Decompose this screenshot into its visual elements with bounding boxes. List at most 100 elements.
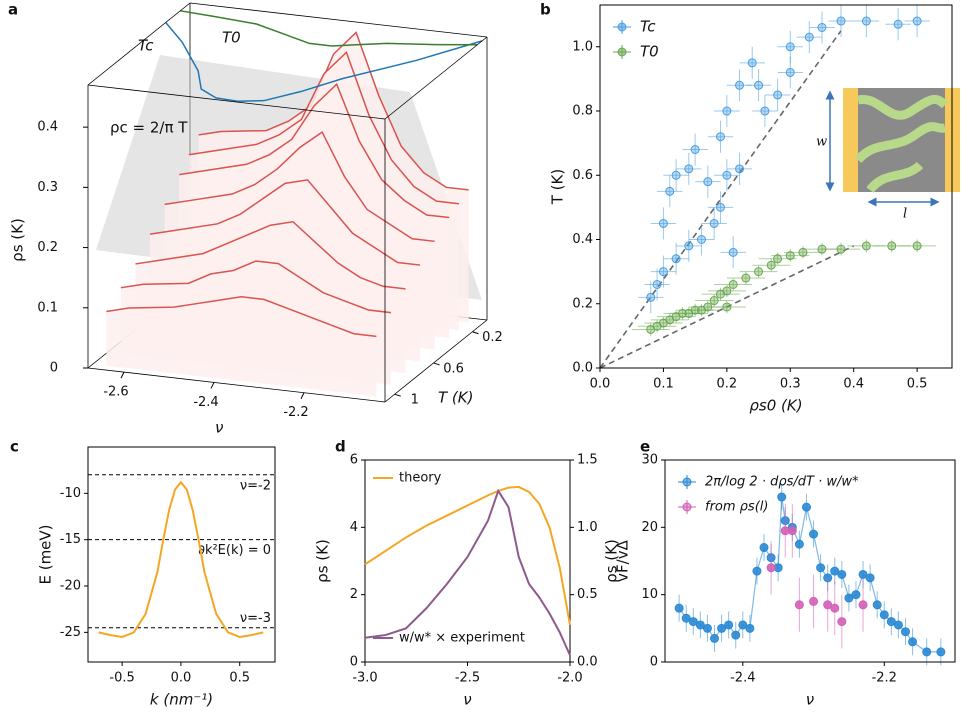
y2-axis-label: ρs (K) [603,539,621,583]
marker [936,647,946,657]
marker [658,267,668,277]
y-axis-label: T (K) [549,169,567,205]
y-tick [472,331,479,335]
y-tick-label: 0.4 [572,232,593,247]
legend-label: Tc [640,18,656,36]
y-axis-label: ρs (K) [314,539,332,583]
marker [837,569,847,579]
line-label: T0 [222,29,241,47]
marker [754,267,764,277]
marker [722,302,732,312]
reference-label: ∂k²E(k) = 0 [198,543,271,558]
z-tick-label: 0.3 [37,180,58,195]
y-axis-label: E (meV) [37,524,55,584]
marker [717,623,727,633]
x-tick [210,382,215,389]
marker [912,241,922,251]
marker [724,620,734,630]
series-line [364,488,571,656]
inset-strand [866,161,924,193]
marker [837,617,847,627]
y-tick-label: 6 [350,453,358,468]
marker [777,492,787,502]
x-tick-label: -2.4 [193,395,218,410]
y-tick-label: 1 [411,393,419,408]
marker [830,603,840,613]
z-tick-label: 0 [50,361,58,376]
marker [851,590,861,600]
marker [722,286,732,296]
marker [722,106,732,116]
rho-curve [179,82,450,219]
rho-curve [106,296,377,338]
marker [728,247,738,257]
y-axis-label: vF/vΔ [614,539,632,581]
y2-tick-label: 0.0 [577,655,598,670]
y-tick-label: 1.0 [572,39,593,54]
y-tick-label: 0.8 [572,104,593,119]
marker [785,42,795,52]
marker [646,292,656,302]
marker [766,260,776,270]
marker [773,90,783,100]
z-tick-label: 0.1 [37,300,58,315]
y-tick-label: 0.6 [443,361,464,376]
legend-marker [682,477,692,487]
marker [787,526,797,536]
marker [752,566,762,576]
panel-letter: b [540,1,551,19]
y2-tick-label: 0.5 [577,587,598,602]
marker [886,617,896,627]
x-tick-label: -3.0 [352,671,377,686]
reference-line [599,30,842,369]
marker [674,603,684,613]
legend-label: from ρs(l) [705,500,768,515]
x-tick-label: 0.1 [653,377,674,392]
legend-label: theory [399,471,442,486]
y-tick-label: -20 [60,579,81,594]
box-edge [189,2,488,38]
marker [817,22,827,32]
x-tick-label: 0.4 [843,377,864,392]
y2-tick-label: 1.5 [577,453,598,468]
marker [861,241,871,251]
x-tick-label: -2.2 [283,405,308,420]
y-tick-label: -10 [60,486,81,501]
marker [912,16,922,26]
marker [844,593,854,603]
marker [865,573,875,583]
marker [703,177,713,187]
marker [722,170,732,180]
y-axis-label: T (K) [438,389,473,407]
marker [671,254,681,264]
marker [735,164,745,174]
marker [861,16,871,26]
panel-letter: d [335,438,346,456]
marker [766,563,776,573]
marker [785,67,795,77]
marker [738,620,748,630]
panel-letter: c [10,438,19,456]
legend-marker [617,47,627,57]
y-tick-label: 20 [641,520,658,535]
inset-diagram: w l [816,88,960,222]
box-edge [384,36,488,120]
marker [695,620,705,630]
reference-label: ν=-2 [240,478,271,493]
annotation: ρc = 2/π T [110,119,188,137]
x-axis-label: ν [463,691,471,709]
marker [900,627,910,637]
box-edge [87,2,191,86]
marker [794,600,804,610]
series-line [98,480,264,639]
y-tick-label: 0.6 [572,168,593,183]
y-tick [394,393,401,397]
marker [688,617,698,627]
x-axis-label: k (nm⁻¹) [150,691,213,709]
y-tick-label: 0.2 [482,330,503,345]
marker [798,247,808,257]
marker [887,241,897,251]
marker [816,563,826,573]
marker [709,296,719,306]
